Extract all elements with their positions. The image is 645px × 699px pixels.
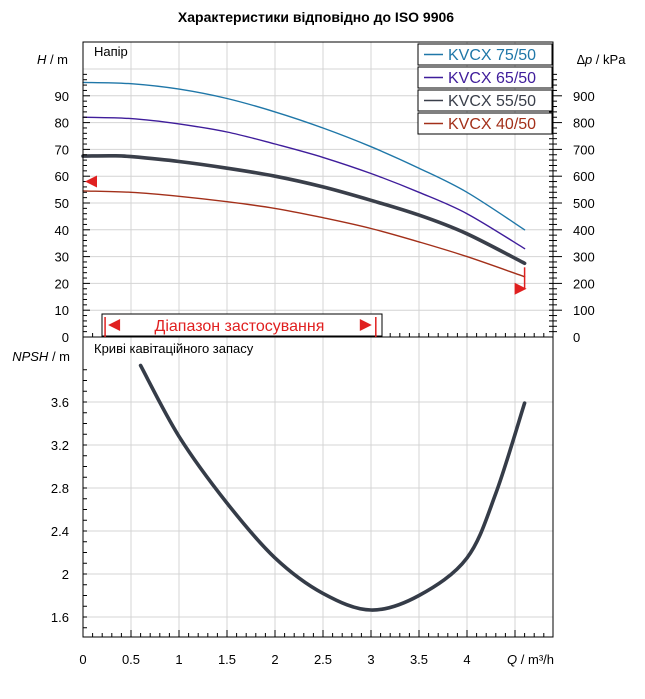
marker-right (514, 282, 527, 295)
x-axis-title: Q / m³/h (507, 652, 554, 667)
x-tick-label: 0.5 (122, 652, 140, 667)
legend-item (417, 89, 553, 112)
npsh-tick-label: 1.6 (51, 610, 69, 625)
axis-ticks (83, 73, 562, 637)
y2-tick-label: 900 (573, 89, 595, 104)
npsh-tick-label: 2 (62, 567, 69, 582)
x-tick-label: 0 (79, 652, 86, 667)
x-tick-label: 3.5 (410, 652, 428, 667)
head-panel-label: Напір (94, 44, 128, 59)
head-grid (83, 42, 553, 337)
y2-tick-label: 100 (573, 303, 595, 318)
legend-label: KVCX 75/50 (448, 47, 536, 64)
y2-tick-label: 600 (573, 169, 595, 184)
y2-tick-label: 0 (573, 330, 580, 345)
axis-labels: 0102030405060708090010020030040050060070… (12, 52, 626, 667)
x-tick-label: 2.5 (314, 652, 332, 667)
range-arrow-right (359, 319, 372, 331)
application-range: Діапазон застосування (101, 313, 383, 337)
legend-item (417, 43, 553, 66)
y2-tick-label: 500 (573, 196, 595, 211)
npsh-line-0 (138, 363, 527, 612)
legend-label: KVCX 40/50 (448, 116, 536, 133)
npsh-grid (83, 337, 553, 637)
y-tick-label: 90 (55, 89, 69, 104)
x-tick-label: 2 (271, 652, 278, 667)
range-label: Діапазон застосування (155, 318, 325, 335)
y-tick-label: 10 (55, 303, 69, 318)
x-tick-label: 4 (463, 652, 470, 667)
x-tick-label: 1.5 (218, 652, 236, 667)
legend: KVCX 75/50 KVCX 65/50 KVCX 55/50 KVCX 40/50 (417, 43, 553, 135)
npsh-axis-title: NPSH / m (12, 349, 70, 364)
y2-tick-label: 200 (573, 276, 595, 291)
y-axis-title: H / m (37, 52, 68, 67)
series-line-1 (82, 116, 526, 250)
y-tick-label: 30 (55, 250, 69, 265)
y-tick-label: 40 (55, 223, 69, 238)
series-line-3 (82, 190, 526, 278)
npsh-tick-label: 2.8 (51, 481, 69, 496)
y2-axis-title: ∆p / kPa (577, 52, 626, 67)
npsh-tick-label: 3.6 (51, 395, 69, 410)
npsh-tick-label: 3.2 (51, 438, 69, 453)
legend-item (417, 66, 553, 89)
legend-item (417, 112, 553, 135)
range-box (101, 313, 383, 337)
y-tick-label: 70 (55, 142, 69, 157)
y-tick-label: 60 (55, 169, 69, 184)
y-tick-label: 0 (62, 330, 69, 345)
x-tick-label: 1 (175, 652, 182, 667)
range-arrow-left (108, 319, 121, 331)
y-tick-label: 50 (55, 196, 69, 211)
marker-left (85, 175, 97, 188)
legend-label: KVCX 65/50 (448, 70, 536, 87)
y-tick-label: 20 (55, 276, 69, 291)
plot-frame (82, 41, 554, 638)
y2-tick-label: 700 (573, 142, 595, 157)
series-line-2 (81, 153, 527, 266)
head-series (81, 81, 527, 278)
y-tick-label: 80 (55, 116, 69, 131)
range-markers (85, 175, 527, 295)
series-line-0 (82, 81, 526, 231)
npsh-series (138, 363, 527, 612)
legend-label: KVCX 55/50 (448, 93, 536, 110)
npsh-tick-label: 2.4 (51, 524, 69, 539)
chart-title: Характеристики відповідно до ISO 9906 (178, 9, 454, 25)
y2-tick-label: 300 (573, 250, 595, 265)
npsh-panel-label: Криві кавітаційного запасу (94, 341, 254, 356)
y2-tick-label: 400 (573, 223, 595, 238)
y2-tick-label: 800 (573, 116, 595, 131)
x-tick-label: 3 (367, 652, 374, 667)
